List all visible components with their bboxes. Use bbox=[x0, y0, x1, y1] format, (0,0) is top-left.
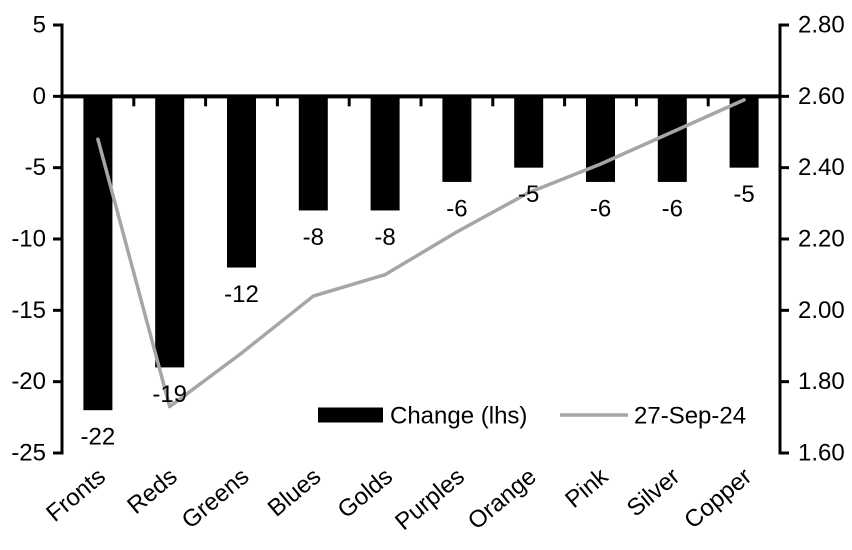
bar-data-labels: -22 -19 -12 -8 -8 -6 -5 -6 -6 -5 bbox=[81, 181, 755, 451]
legend-label-bar-series: Change (lhs) bbox=[390, 403, 527, 430]
right-axis-tick-label: 2.40 bbox=[798, 154, 845, 181]
left-axis: 5 0 -5 -10 -15 -20 -25 bbox=[11, 12, 64, 467]
left-axis-tick-label: -20 bbox=[11, 368, 46, 395]
bar bbox=[729, 96, 759, 168]
left-axis-tick-label: -5 bbox=[25, 154, 46, 181]
bar-data-label: -22 bbox=[81, 424, 116, 451]
bar-data-label: -12 bbox=[224, 281, 259, 308]
bar bbox=[657, 96, 687, 182]
bar-data-label: -6 bbox=[446, 195, 467, 222]
line-series-path bbox=[96, 98, 746, 409]
right-axis-tick-label: 2.60 bbox=[798, 83, 845, 110]
legend-label-line-series: 27-Sep-24 bbox=[634, 403, 746, 430]
bar bbox=[298, 96, 328, 211]
bar-data-label: -19 bbox=[152, 381, 187, 408]
bar bbox=[155, 96, 185, 368]
bar-data-label: -5 bbox=[518, 181, 539, 208]
bar bbox=[227, 96, 256, 268]
bar-data-label: -8 bbox=[374, 224, 395, 251]
right-axis-tick-label: 1.80 bbox=[798, 368, 845, 395]
bar bbox=[83, 96, 113, 411]
left-axis-tick-label: 0 bbox=[33, 83, 46, 110]
bar bbox=[514, 96, 544, 168]
bar bbox=[442, 96, 472, 182]
left-axis-tick-label: -15 bbox=[11, 297, 46, 324]
bar-series bbox=[83, 96, 759, 411]
left-axis-tick-label: -10 bbox=[11, 226, 46, 253]
left-axis-tick-label: -25 bbox=[11, 440, 46, 467]
right-axis-tick-label: 2.00 bbox=[798, 297, 845, 324]
left-axis-tick-label: 5 bbox=[33, 12, 46, 39]
right-axis-tick-label: 2.80 bbox=[798, 12, 845, 39]
right-axis: 2.80 2.60 2.40 2.20 2.00 1.80 1.60 bbox=[778, 12, 845, 467]
right-axis-tick-label: 2.20 bbox=[798, 226, 845, 253]
legend: Change (lhs) 27-Sep-24 bbox=[318, 403, 746, 430]
bar-data-label: -6 bbox=[590, 195, 611, 222]
legend-bar-swatch bbox=[318, 407, 383, 423]
right-axis-tick-label: 1.60 bbox=[798, 440, 845, 467]
bar bbox=[370, 96, 400, 211]
bar-data-label: -8 bbox=[303, 224, 324, 251]
line-series bbox=[96, 98, 746, 409]
bar-data-label: -5 bbox=[733, 181, 754, 208]
bar-data-label: -6 bbox=[662, 195, 683, 222]
